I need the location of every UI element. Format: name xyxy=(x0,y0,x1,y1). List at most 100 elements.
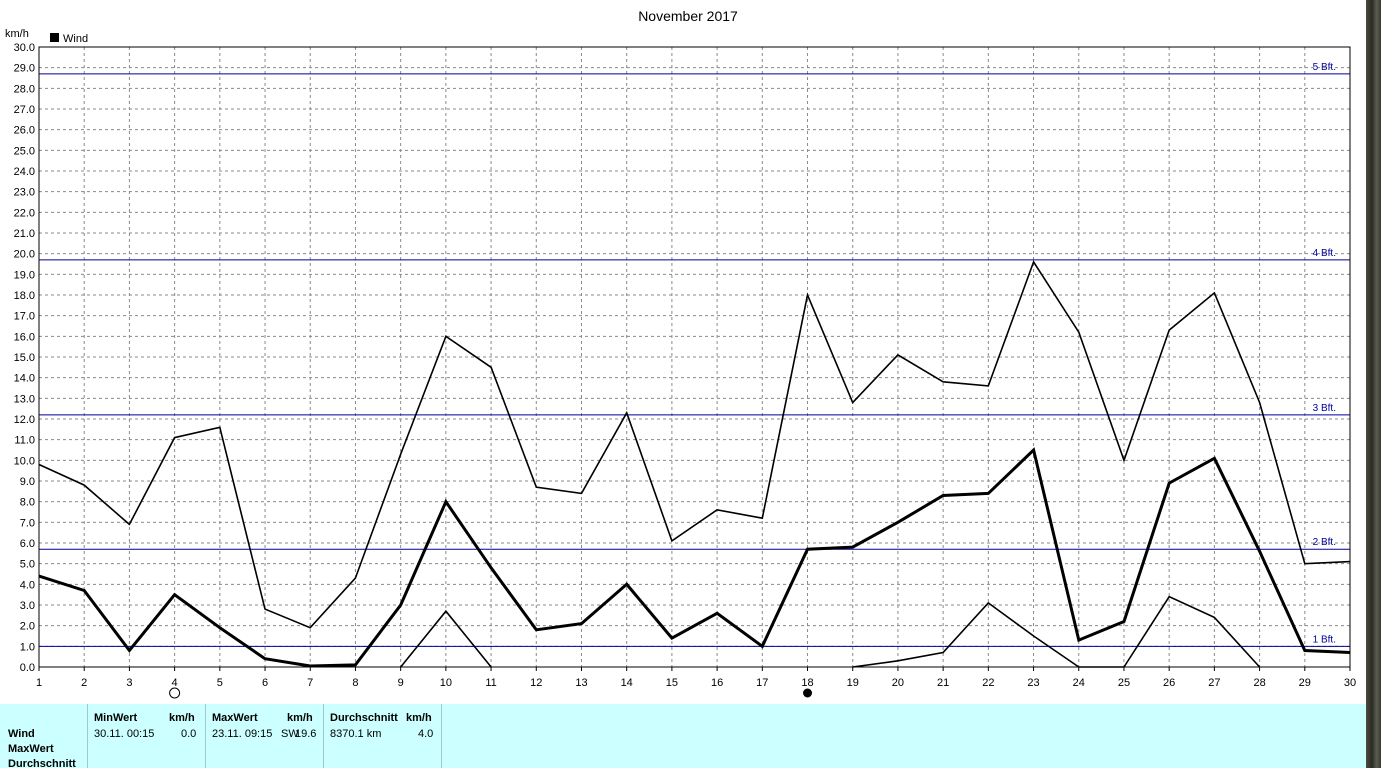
x-tick-label: 1 xyxy=(36,677,42,689)
y-tick-label: 25.0 xyxy=(14,145,35,157)
y-tick-label: 3.0 xyxy=(20,600,35,612)
x-tick-label: 19 xyxy=(847,677,859,689)
chart-title: November 2017 xyxy=(638,8,738,24)
x-tick-label: 29 xyxy=(1299,677,1311,689)
stats-max-value: 19.6 xyxy=(295,728,317,740)
x-tick-label: 12 xyxy=(530,677,542,689)
x-tick-label: 11 xyxy=(485,677,496,689)
x-tick-label: 23 xyxy=(1027,677,1039,689)
y-tick-label: 30.0 xyxy=(14,42,35,54)
plot-frame xyxy=(38,46,1351,668)
stats-divider xyxy=(87,704,88,768)
y-tick-label: 23.0 xyxy=(14,187,35,199)
stats-divider xyxy=(441,704,442,768)
series-lines xyxy=(38,260,1351,668)
y-tick-label: 13.0 xyxy=(14,393,35,405)
y-axis: 0.0 1.0 2.0 3.0 4.0 5.0 6.0 7.0 8.0 9.0 10.0 11.0 12… xyxy=(14,42,35,674)
y-tick-label: 11.0 xyxy=(14,435,35,447)
y-tick-label: 9.0 xyxy=(20,476,35,488)
y-tick-label: 7.0 xyxy=(20,517,35,529)
x-tick-label: 13 xyxy=(575,677,587,689)
x-tick-label: 6 xyxy=(262,677,268,689)
stats-divider xyxy=(323,704,324,768)
x-tick-label: 21 xyxy=(937,677,949,689)
y-axis-unit-label: km/h xyxy=(5,28,29,40)
y-tick-label: 5.0 xyxy=(20,559,35,571)
x-tick-label: 26 xyxy=(1163,677,1175,689)
y-tick-label: 8.0 xyxy=(20,497,35,509)
stats-distance: 8370.1 km xyxy=(330,728,382,740)
legend-swatch xyxy=(50,33,59,42)
y-tick-label: 1.0 xyxy=(20,641,35,653)
x-tick-label: 30 xyxy=(1344,677,1356,689)
y-tick-label: 12.0 xyxy=(14,414,35,426)
stats-row-label: MaxWert xyxy=(8,743,54,755)
x-tick-label: 16 xyxy=(711,677,723,689)
wind-chart: November 2017 km/h Wind 5 Bft. 4 Bft. 3 Bf… xyxy=(5,8,1356,699)
x-tick-label: 20 xyxy=(892,677,904,689)
stats-row-label: Durchschnitt xyxy=(8,758,76,770)
stats-max-unit: km/h xyxy=(287,712,313,724)
y-tick-label: 15.0 xyxy=(14,352,35,364)
stats-max-header: MaxWert xyxy=(212,712,258,724)
x-tick-label: 3 xyxy=(126,677,132,689)
moon-phases xyxy=(169,687,813,699)
x-axis: 1 2 3 4 5 6 7 8 9 10 11 12 13 14 15 16 17 18 19 20 21 22 23 24 2… xyxy=(36,667,1356,689)
y-tick-label: 22.0 xyxy=(14,207,35,219)
x-tick-label: 9 xyxy=(398,677,404,689)
x-tick-label: 17 xyxy=(756,677,768,689)
x-tick-label: 15 xyxy=(666,677,678,689)
y-tick-label: 4.0 xyxy=(20,579,35,591)
stats-avg-header: Durchschnitt xyxy=(330,712,398,724)
stats-min-header: MinWert xyxy=(94,712,138,724)
y-tick-label: 27.0 xyxy=(14,104,35,116)
stats-avg-unit: km/h xyxy=(406,712,432,724)
y-tick-label: 14.0 xyxy=(14,373,35,385)
x-tick-label: 10 xyxy=(440,677,452,689)
x-tick-label: 22 xyxy=(982,677,994,689)
y-tick-label: 21.0 xyxy=(14,228,35,240)
beaufort-label: 1 Bft. xyxy=(1313,634,1336,645)
y-tick-label: 17.0 xyxy=(14,311,35,323)
grid xyxy=(39,47,1350,667)
x-tick-label: 25 xyxy=(1118,677,1130,689)
x-tick-label: 28 xyxy=(1253,677,1265,689)
stats-avg-value: 4.0 xyxy=(418,728,434,740)
full-moon-icon xyxy=(169,687,181,699)
stats-min-time: 30.11. 00:15 xyxy=(94,728,155,740)
x-tick-label: 27 xyxy=(1208,677,1220,689)
x-tick-label: 8 xyxy=(352,677,358,689)
beaufort-label: 3 Bft. xyxy=(1313,403,1336,414)
beaufort-label: 2 Bft. xyxy=(1313,537,1336,548)
beaufort-label: 5 Bft. xyxy=(1313,62,1336,73)
legend-label: Wind xyxy=(63,33,88,45)
x-tick-label: 5 xyxy=(217,677,223,689)
x-tick-label: 14 xyxy=(621,677,633,689)
y-tick-label: 26.0 xyxy=(14,125,35,137)
stats-panel: MinWert km/h MaxWert km/h Durchschnitt k… xyxy=(0,704,1366,770)
series-line-min xyxy=(852,595,1261,668)
stats-max-time: 23.11. 09:15 xyxy=(212,728,273,740)
y-tick-label: 19.0 xyxy=(14,269,35,281)
stats-divider xyxy=(205,704,206,768)
x-tick-label: 7 xyxy=(307,677,313,689)
stats-max-direction: SW xyxy=(281,728,299,740)
x-tick-label: 2 xyxy=(81,677,87,689)
y-tick-label: 29.0 xyxy=(14,63,35,75)
x-tick-label: 18 xyxy=(801,677,813,689)
x-tick-label: 4 xyxy=(172,677,178,689)
y-tick-label: 28.0 xyxy=(14,83,35,95)
y-tick-label: 16.0 xyxy=(14,331,35,343)
stats-min-value: 0.0 xyxy=(181,728,197,740)
series-line-max xyxy=(38,260,1351,629)
beaufort-label: 4 Bft. xyxy=(1313,248,1336,259)
stats-min-unit: km/h xyxy=(169,712,195,724)
new-moon-icon xyxy=(803,688,813,698)
background-strip xyxy=(1366,0,1381,768)
y-tick-label: 0.0 xyxy=(20,662,35,674)
y-tick-label: 10.0 xyxy=(14,455,35,467)
y-tick-label: 20.0 xyxy=(14,249,35,261)
y-tick-label: 18.0 xyxy=(14,290,35,302)
series-line-min xyxy=(400,609,492,668)
stats-row-label: Wind xyxy=(8,728,35,740)
